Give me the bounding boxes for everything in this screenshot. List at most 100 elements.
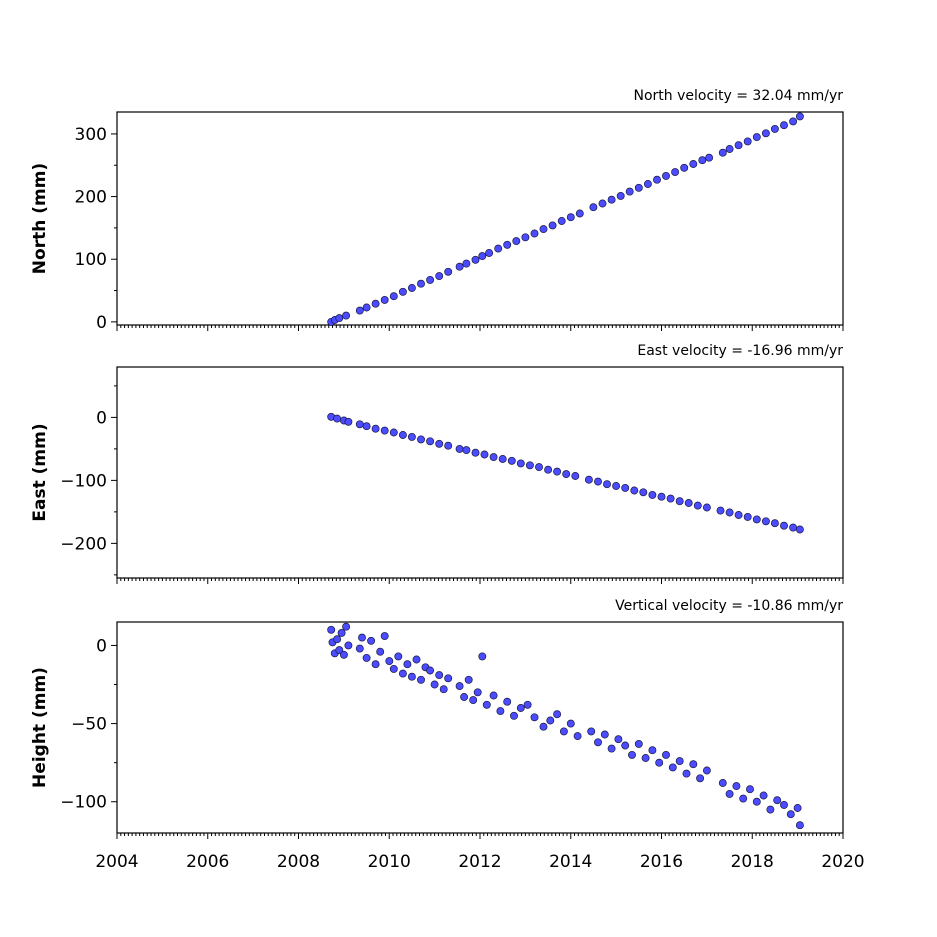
height-data-point — [371, 660, 380, 669]
height-data-point — [559, 727, 568, 736]
height-data-point — [689, 760, 698, 769]
xtick-label: 2012 — [458, 852, 501, 872]
north-axes-frame — [116, 111, 844, 326]
height-data-point — [439, 685, 448, 694]
height-data-point — [675, 757, 684, 766]
north-data-point — [734, 141, 743, 150]
height-data-point — [648, 746, 657, 755]
north-data-point — [444, 267, 453, 276]
east-data-point — [752, 515, 761, 524]
east-data-point — [426, 437, 435, 446]
height-data-point — [607, 744, 616, 753]
east-data-point — [498, 455, 507, 463]
height-data-point — [628, 750, 636, 759]
north-data-point — [761, 129, 770, 138]
east-data-point — [780, 521, 788, 530]
height-data-point — [732, 782, 741, 791]
east-data-point — [675, 497, 684, 506]
height-data-point — [333, 635, 342, 644]
height-data-point — [573, 732, 582, 741]
east-data-point — [489, 453, 498, 462]
east-data-point — [462, 446, 471, 455]
east-data-point — [333, 414, 342, 423]
north-data-point — [548, 221, 557, 230]
east-axes-frame — [116, 366, 844, 579]
height-data-point — [786, 810, 795, 819]
north-ytick-label: 0 — [96, 313, 107, 333]
north-data-point — [494, 244, 503, 253]
north-data-point — [680, 163, 689, 172]
east-data-point — [639, 488, 648, 497]
east-data-point — [344, 417, 353, 426]
height-data-point — [718, 779, 727, 787]
height-data-point — [367, 636, 376, 645]
east-data-point — [471, 448, 480, 457]
north-data-point — [743, 137, 752, 146]
east-ytick-label: 0 — [96, 408, 107, 428]
height-data-point — [634, 739, 643, 748]
height-data-point — [773, 796, 782, 805]
height-data-point — [523, 700, 532, 709]
north-data-point — [662, 171, 670, 180]
north-data-point — [616, 191, 625, 200]
height-data-point — [362, 653, 371, 662]
north-data-point — [705, 153, 714, 162]
north-data-point — [478, 252, 487, 261]
height-data-point — [407, 672, 416, 681]
east-data-point — [657, 492, 666, 501]
xtick-label: 2004 — [95, 852, 138, 872]
xtick-label: 2006 — [186, 852, 229, 872]
height-data-point — [503, 697, 512, 706]
north-data-point — [521, 233, 530, 242]
east-data-point — [795, 525, 804, 534]
east-data-point — [398, 431, 407, 439]
east-data-point — [770, 519, 779, 528]
height-data-point — [455, 682, 464, 691]
height-data-point — [795, 821, 804, 830]
east-data-point — [684, 499, 693, 507]
height-data-point — [339, 650, 348, 659]
north-data-point — [752, 133, 761, 142]
east-data-point — [621, 483, 630, 492]
east-data-point — [516, 459, 525, 468]
height-data-point — [444, 674, 453, 683]
height-data-point — [600, 730, 609, 739]
xtick-label: 2018 — [731, 852, 774, 872]
east-data-point — [553, 467, 562, 476]
north-data-point — [634, 183, 643, 192]
height-data-point — [430, 680, 439, 689]
height-data-point — [489, 691, 498, 700]
height-data-point — [469, 696, 478, 705]
east-ylabel: East (mm) — [30, 423, 50, 521]
north-data-point — [718, 148, 727, 157]
height-data-point — [682, 769, 691, 778]
north-data-point — [512, 237, 521, 246]
north-data-point — [557, 217, 566, 225]
east-data-point — [407, 432, 416, 441]
east-data-point — [693, 501, 702, 510]
east-data-point — [584, 475, 593, 484]
east-data-point — [612, 482, 621, 490]
north-data-point — [566, 213, 575, 222]
height-data-point — [403, 660, 412, 669]
east-ytick-label: −100 — [60, 471, 107, 491]
north-data-point — [589, 203, 598, 212]
height-data-point — [539, 722, 548, 731]
height-data-point — [473, 688, 482, 697]
north-ylabel: North (mm) — [30, 163, 50, 274]
north-data-point — [355, 306, 364, 315]
north-data-point — [698, 156, 707, 165]
north-data-point — [625, 187, 634, 196]
east-data-point — [761, 517, 770, 526]
height-data-point — [460, 693, 469, 701]
height-data-point — [510, 711, 518, 720]
height-data-point — [380, 632, 389, 641]
height-data-point — [621, 741, 630, 750]
north-data-point — [485, 249, 494, 257]
north-ytick-label: 200 — [75, 188, 107, 208]
height-data-point — [696, 774, 705, 783]
xtick-label: 2016 — [640, 852, 683, 872]
xtick-label: 2008 — [277, 852, 320, 872]
north-data-point — [462, 259, 471, 268]
